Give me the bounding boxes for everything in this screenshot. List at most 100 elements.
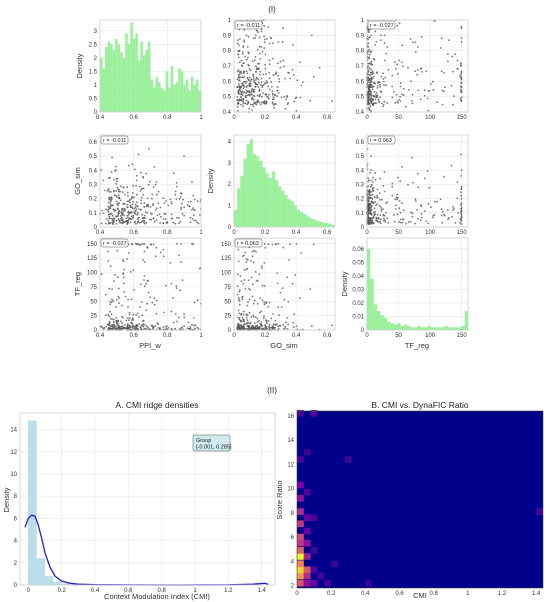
scatter-point bbox=[241, 316, 244, 319]
ridge-legend-title: Group bbox=[196, 438, 211, 444]
scatter-point bbox=[103, 327, 106, 329]
scatter-point bbox=[379, 222, 382, 225]
scatter-point bbox=[245, 313, 248, 316]
scatter-point bbox=[260, 324, 263, 327]
scatter-point bbox=[460, 175, 462, 177]
scatter-point bbox=[115, 298, 118, 301]
scatter-point bbox=[398, 221, 400, 223]
y-tick-label: 0.1 bbox=[356, 211, 365, 217]
hist-bar bbox=[427, 325, 431, 330]
hist-bar bbox=[397, 323, 401, 330]
scatter-point bbox=[117, 204, 120, 207]
scatter-point bbox=[110, 196, 113, 199]
scatter-point bbox=[427, 109, 430, 112]
scatter-point bbox=[276, 95, 278, 97]
scatter-point bbox=[247, 35, 250, 38]
scatter-point bbox=[288, 72, 290, 74]
y-tick-label: 1.5 bbox=[89, 69, 98, 75]
scatter-point bbox=[129, 205, 132, 208]
scatter-point bbox=[299, 96, 302, 99]
scatter-point bbox=[132, 269, 135, 271]
scatter-point bbox=[143, 261, 146, 263]
scatter-point bbox=[142, 319, 145, 322]
scatter-point bbox=[260, 81, 263, 83]
scatter-point bbox=[236, 42, 239, 45]
scatter-point bbox=[443, 175, 445, 178]
scatter-point bbox=[250, 316, 253, 318]
scatter-point bbox=[119, 190, 122, 193]
scatter-point bbox=[371, 73, 373, 76]
hist-bar bbox=[417, 325, 421, 330]
hist-bar bbox=[155, 76, 159, 112]
scatter-point bbox=[151, 325, 153, 328]
scatter-point bbox=[261, 50, 264, 53]
hist-bar bbox=[153, 87, 156, 112]
scatter-point bbox=[118, 297, 121, 299]
scatter-point bbox=[428, 89, 431, 92]
scatter-point bbox=[245, 258, 248, 260]
hist-bar bbox=[195, 79, 199, 112]
scatter-point bbox=[425, 220, 428, 223]
scatter-point bbox=[376, 71, 379, 74]
scatter-point bbox=[142, 243, 145, 245]
scatter-point bbox=[268, 42, 271, 45]
scatter-point bbox=[299, 61, 301, 64]
y-tick-label: 0.6 bbox=[223, 79, 232, 85]
scatter-point bbox=[434, 200, 436, 203]
scatter-point bbox=[255, 65, 257, 67]
y-tick-label: 0.4 bbox=[89, 168, 98, 174]
section-label-1: (I) bbox=[268, 5, 276, 14]
scatter-point bbox=[368, 48, 371, 51]
scatter-point bbox=[382, 214, 385, 217]
scatter-point bbox=[107, 250, 109, 253]
scatter-point bbox=[382, 78, 385, 80]
correlation-box bbox=[234, 238, 263, 248]
scatter-point bbox=[238, 300, 241, 302]
scatter-point bbox=[411, 100, 413, 102]
hist-bar bbox=[175, 82, 179, 112]
scatter-point bbox=[125, 319, 128, 322]
scatter-point bbox=[257, 31, 259, 34]
section-label-2: (II) bbox=[267, 386, 277, 395]
scatter-point bbox=[258, 90, 261, 92]
scatter-point bbox=[371, 221, 373, 224]
scatter-point bbox=[395, 68, 397, 70]
scatter-point bbox=[287, 101, 290, 104]
scatter-point bbox=[135, 201, 138, 204]
scatter-point bbox=[146, 302, 149, 305]
y-tick-label: 0.5 bbox=[89, 154, 98, 160]
scatter-point bbox=[282, 59, 285, 62]
scatter-point bbox=[410, 211, 412, 214]
scatter-point bbox=[427, 222, 430, 225]
scatter-point bbox=[118, 287, 120, 290]
scatter-point bbox=[272, 104, 275, 107]
scatter-point bbox=[132, 216, 135, 219]
scatter-point bbox=[385, 84, 387, 87]
y-tick-label: 0.1 bbox=[89, 211, 98, 217]
scatter-point bbox=[237, 90, 239, 93]
hist-bar bbox=[132, 38, 136, 112]
scatter-point bbox=[255, 103, 258, 106]
scatter-point bbox=[127, 218, 130, 221]
x-tick-label: 100 bbox=[425, 333, 436, 339]
scatter-point bbox=[121, 218, 123, 221]
scatter-point bbox=[115, 177, 118, 180]
y-tick-label: 0.04 bbox=[352, 274, 364, 280]
x-tick-label: 0 bbox=[232, 230, 236, 236]
scatter-point bbox=[133, 211, 135, 214]
scatter-point bbox=[254, 81, 257, 84]
scatter-point bbox=[265, 320, 268, 323]
heatmap-cell bbox=[344, 456, 352, 463]
scatter-point bbox=[401, 166, 403, 168]
scatter-point bbox=[272, 96, 275, 99]
scatter-point bbox=[265, 82, 267, 84]
scatter-point bbox=[379, 96, 382, 98]
scatter-point bbox=[138, 208, 140, 210]
x-tick-label: 0.6 bbox=[129, 333, 138, 339]
scatter-point bbox=[386, 46, 389, 48]
scatter-point bbox=[374, 98, 377, 101]
scatter-point bbox=[238, 324, 241, 327]
y-tick-label: 0.5 bbox=[356, 154, 365, 160]
pair-ylabel-diag-1: Density bbox=[206, 168, 215, 193]
scatter-point bbox=[272, 326, 275, 329]
